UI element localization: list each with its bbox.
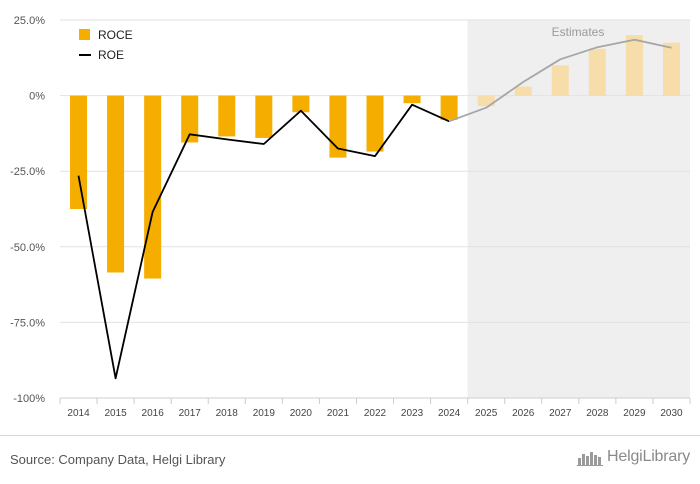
x-tick-label: 2014 xyxy=(67,408,90,419)
x-tick-label: 2023 xyxy=(401,408,424,419)
roce-bar xyxy=(255,95,273,138)
roce-bar xyxy=(292,95,310,113)
x-tick-label: 2021 xyxy=(327,408,350,419)
x-tick-label: 2029 xyxy=(623,408,646,419)
x-tick-label: 2017 xyxy=(179,408,202,419)
chart-footer: Source: Company Data, Helgi Library Helg… xyxy=(0,435,700,484)
roce-bar xyxy=(403,95,421,104)
roce-bar xyxy=(625,35,643,96)
roce-bar xyxy=(662,42,680,96)
roce-bar xyxy=(329,95,347,158)
roce-bar xyxy=(144,95,162,279)
legend-roe-label: ROE xyxy=(98,48,124,62)
roce-bar xyxy=(514,86,532,96)
library-logo-icon xyxy=(577,452,604,466)
y-tick-label: -25.0% xyxy=(10,166,45,178)
x-tick-label: 2016 xyxy=(142,408,165,419)
roe-line-actual xyxy=(77,103,450,380)
x-tick-label: 2024 xyxy=(438,408,461,419)
roce-bar xyxy=(440,95,458,120)
roce-bar xyxy=(181,95,199,143)
x-tick-label: 2030 xyxy=(660,408,683,419)
legend-roce-label: ROCE xyxy=(98,28,133,42)
x-tick-label: 2028 xyxy=(586,408,609,419)
roce-bar xyxy=(107,95,125,273)
x-tick-label: 2015 xyxy=(104,408,127,419)
roce-bar xyxy=(551,65,569,96)
legend-roce-swatch xyxy=(79,29,90,40)
x-tick-label: 2018 xyxy=(216,408,239,419)
chart-svg: 25.0% 0% -25.0% -50.0% -75.0% -100% Estimates 2… xyxy=(10,15,691,419)
x-tick-label: 2026 xyxy=(512,408,535,419)
roce-bar xyxy=(70,95,88,209)
y-tick-label: -100% xyxy=(13,393,45,405)
roe-line-estimate xyxy=(448,38,672,123)
x-tick-label: 2027 xyxy=(549,408,572,419)
y-tick-label: 25.0% xyxy=(14,15,45,27)
y-tick-label: -75.0% xyxy=(10,317,45,329)
estimates-label: Estimates xyxy=(552,25,605,39)
roce-bar xyxy=(477,95,495,107)
brand-name: HelgiLibrary xyxy=(607,448,690,465)
source-note: Source: Company Data, Helgi Library xyxy=(10,452,226,467)
x-tick-label: 2025 xyxy=(475,408,498,419)
y-tick-label: -50.0% xyxy=(10,242,45,254)
estimates-region xyxy=(467,20,690,398)
brand-logo: HelgiLibrary xyxy=(577,448,690,466)
x-tick-label: 2022 xyxy=(364,408,387,419)
x-tick-label: 2020 xyxy=(290,408,313,419)
y-tick-label: 0% xyxy=(29,91,45,103)
roce-bar xyxy=(218,95,236,137)
x-tick-label: 2019 xyxy=(253,408,276,419)
roce-bar xyxy=(588,48,606,96)
roce-bar xyxy=(366,95,384,152)
